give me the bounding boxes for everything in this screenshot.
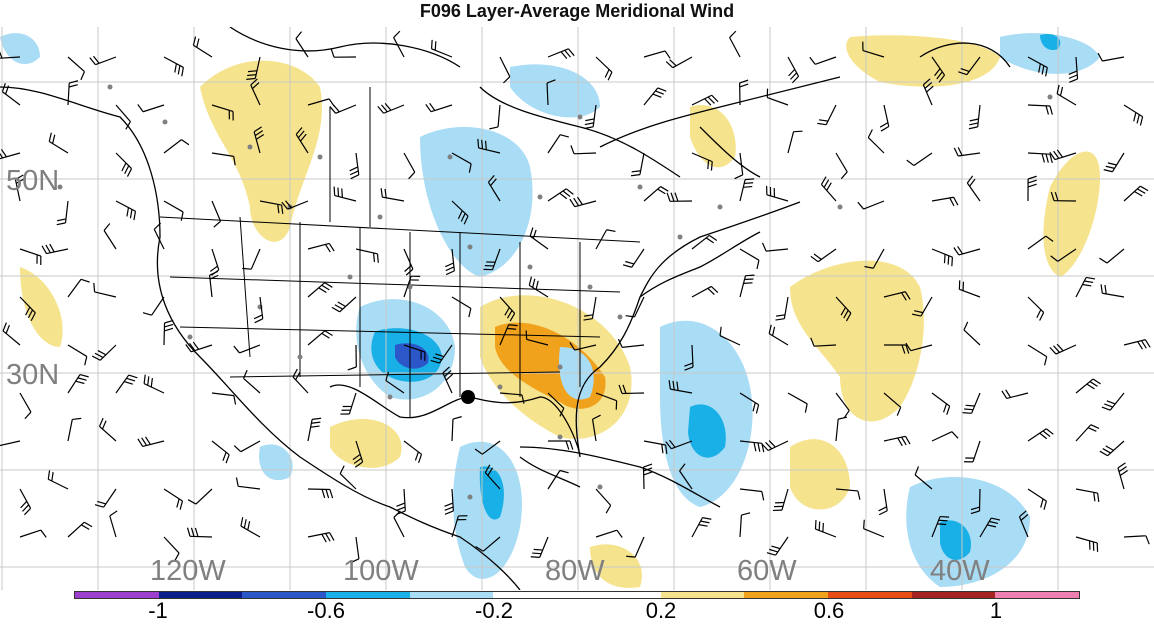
scale-label: -0.2	[475, 598, 513, 624]
color-scale-labels: -1 -0.6 -0.2 0.2 0.6 1	[0, 598, 1154, 622]
scale-label: 0.6	[814, 598, 845, 624]
scale-label: -0.6	[307, 598, 345, 624]
scale-label: 1	[990, 598, 1002, 624]
lat-label-30n: 30N	[6, 359, 59, 392]
lon-label-120w: 120W	[150, 555, 226, 588]
storm-center-marker	[461, 390, 475, 404]
lon-label-100w: 100W	[343, 555, 419, 588]
lon-label-40w: 40W	[930, 555, 990, 588]
scale-label: 0.2	[646, 598, 677, 624]
map-canvas	[0, 27, 1154, 590]
lon-label-80w: 80W	[545, 555, 605, 588]
scale-label: -1	[148, 598, 168, 624]
map-panel: 50N 30N 120W 100W 80W 60W 40W	[0, 27, 1154, 590]
chart-title: F096 Layer-Average Meridional Wind	[0, 0, 1154, 22]
lon-label-60w: 60W	[737, 555, 797, 588]
lat-label-50n: 50N	[6, 165, 59, 198]
